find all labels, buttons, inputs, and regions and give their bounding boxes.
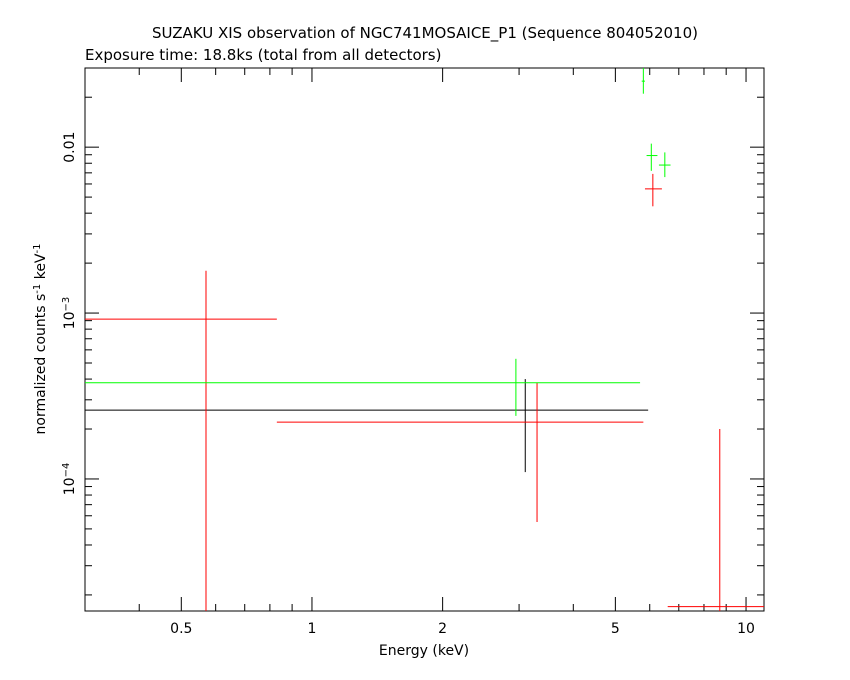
y-tick-exponent: −4 — [61, 463, 72, 478]
x-tick-label: 10 — [737, 621, 755, 637]
data-point-s1-p1 — [276, 382, 644, 523]
x-tick-labels: 0.5 1 2 5 10 — [170, 621, 755, 637]
y-tick-label: 10−3 — [61, 297, 79, 330]
y-tick-label: 0.01 — [62, 132, 78, 163]
y-axis-label-exp1: -1 — [32, 284, 43, 294]
y-axis-label-exp2: -1 — [32, 244, 43, 254]
y-axis-label-prefix: normalized counts s — [33, 294, 49, 435]
chart-title: SUZAKU XIS observation of NGC741MOSAICE_… — [152, 24, 698, 43]
y-axis-label-middle: keV — [33, 253, 49, 284]
data-point-s1-p0 — [85, 270, 277, 611]
data-point-s2-p1 — [641, 68, 645, 94]
y-axis-label: normalized counts s-1 keV-1 — [32, 244, 50, 435]
chart-subtitle: Exposure time: 18.8ks (total from all de… — [85, 46, 441, 64]
y-tick-label: 10−4 — [61, 463, 79, 496]
plot-frame — [84, 67, 765, 612]
axis-ticks — [84, 67, 764, 611]
y-tick-labels: 10−410−30.01 — [61, 132, 79, 496]
y-tick-base: 10 — [62, 312, 78, 330]
data-points — [85, 68, 764, 611]
x-tick-label: 0.5 — [170, 621, 192, 637]
data-point-s2-p3 — [658, 152, 671, 178]
data-point-s2-p0 — [85, 358, 641, 416]
x-axis-label: Energy (keV) — [379, 643, 469, 659]
data-point-s0-p0 — [85, 379, 649, 473]
x-tick-label: 2 — [438, 621, 447, 637]
data-point-s1-p3 — [667, 429, 764, 611]
y-tick-exponent: −3 — [61, 297, 72, 312]
x-tick-label: 1 — [308, 621, 317, 637]
data-point-s2-p2 — [646, 143, 658, 171]
data-point-s1-p2 — [644, 173, 662, 207]
x-tick-label: 5 — [611, 621, 620, 637]
y-tick-base: 10 — [62, 477, 78, 495]
